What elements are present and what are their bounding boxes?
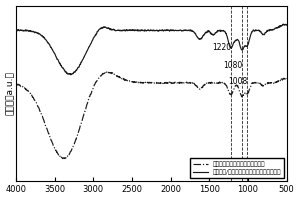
Legend: 超薄碳泡限域高载量红磷复合材料, 二氧化鈢/超薄碳泡限域高载量红磷复合材料: 超薄碳泡限域高载量红磷复合材料, 二氧化鈢/超薄碳泡限域高载量红磷复合材料	[190, 158, 284, 178]
Text: 1220: 1220	[212, 43, 231, 52]
Text: 1080: 1080	[223, 61, 242, 70]
Y-axis label: 吸光度（a.u.）: 吸光度（a.u.）	[6, 71, 15, 115]
Text: 1008: 1008	[228, 77, 248, 86]
